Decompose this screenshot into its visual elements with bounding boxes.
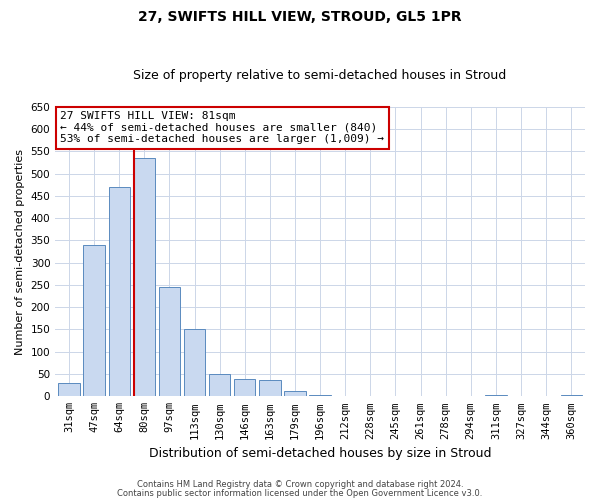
Bar: [58, 383, 80, 396]
Bar: [259, 380, 281, 396]
Bar: [159, 287, 180, 397]
Bar: [284, 391, 305, 396]
Bar: [109, 187, 130, 396]
Bar: [134, 158, 155, 396]
Bar: [209, 374, 230, 396]
Text: Contains public sector information licensed under the Open Government Licence v3: Contains public sector information licen…: [118, 488, 482, 498]
X-axis label: Distribution of semi-detached houses by size in Stroud: Distribution of semi-detached houses by …: [149, 447, 491, 460]
Y-axis label: Number of semi-detached properties: Number of semi-detached properties: [15, 148, 25, 354]
Text: Contains HM Land Registry data © Crown copyright and database right 2024.: Contains HM Land Registry data © Crown c…: [137, 480, 463, 489]
Bar: [234, 379, 256, 396]
Text: 27, SWIFTS HILL VIEW, STROUD, GL5 1PR: 27, SWIFTS HILL VIEW, STROUD, GL5 1PR: [138, 10, 462, 24]
Text: 27 SWIFTS HILL VIEW: 81sqm
← 44% of semi-detached houses are smaller (840)
53% o: 27 SWIFTS HILL VIEW: 81sqm ← 44% of semi…: [61, 111, 385, 144]
Title: Size of property relative to semi-detached houses in Stroud: Size of property relative to semi-detach…: [133, 69, 507, 82]
Bar: [184, 330, 205, 396]
Bar: [83, 245, 105, 396]
